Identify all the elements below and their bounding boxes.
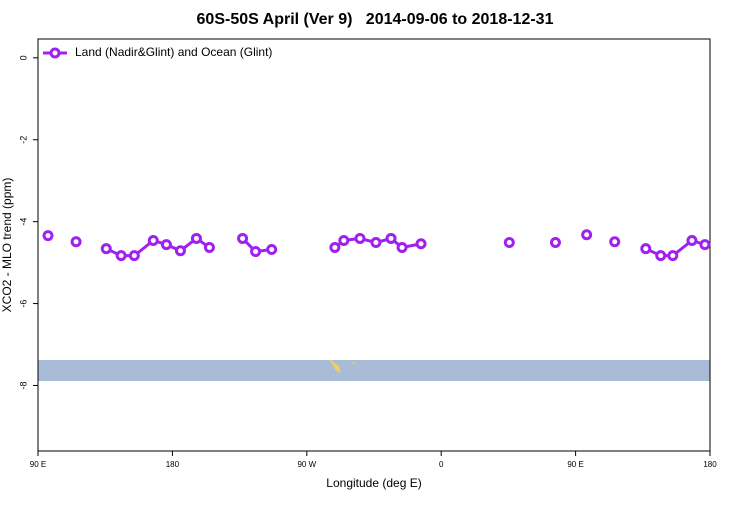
chart-title: 60S-50S April (Ver 9) 2014-09-06 to 2018… [197,11,554,28]
point [174,245,186,257]
x-tick-label: 90 W [297,460,316,469]
point [42,230,54,242]
y-tick-label: -2 [18,136,28,144]
point [147,234,159,246]
point [338,234,350,246]
point [70,236,82,248]
point [385,232,397,244]
point [128,250,140,262]
point [370,237,382,249]
point [266,244,278,256]
y-tick-label: -8 [18,381,28,389]
point [549,237,561,249]
x-tick-label: 90 E [30,460,46,469]
point [581,229,593,241]
point [699,239,711,251]
point [655,250,667,262]
point [415,238,427,250]
point [396,241,408,253]
point [190,232,202,244]
point [640,243,652,255]
y-tick-label: -4 [18,218,28,226]
legend-label: Land (Nadir&Glint) and Ocean (Glint) [75,45,272,59]
point [203,241,215,253]
legend-marker [49,47,61,59]
point [503,237,515,249]
x-tick-label: 180 [703,460,717,469]
point [667,250,679,262]
point [250,246,262,258]
point [686,234,698,246]
point [115,250,127,262]
point [160,239,172,251]
land-shape [329,359,355,373]
x-tick-label: 90 E [567,460,583,469]
map-strip [38,360,710,381]
x-axis-label: Longitude (deg E) [326,476,421,490]
x-tick-label: 180 [166,460,180,469]
point [100,243,112,255]
point [609,236,621,248]
x-tick-label: 0 [439,460,444,469]
y-tick-label: 0 [18,55,28,60]
y-axis-label: XCO2 - MLO trend (ppm) [0,178,14,313]
point [354,232,366,244]
point [237,232,249,244]
y-tick-label: -6 [18,300,28,308]
point [329,241,341,253]
